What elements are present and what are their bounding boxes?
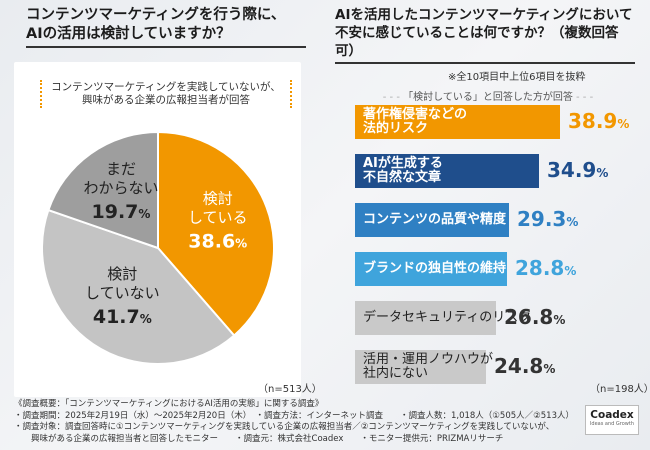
bar-5 bbox=[355, 350, 486, 384]
bar-row-5: 活用・運用ノウハウが 社内にない 24.8% bbox=[355, 350, 645, 384]
pie-value-1: 41.7% bbox=[93, 306, 152, 328]
pie-label-2-line2: わからない bbox=[83, 179, 158, 197]
bar-value-1: 34.9% bbox=[547, 158, 609, 182]
bar-label-3-line1: ブランドの独自性の維持 bbox=[363, 261, 507, 276]
right-sample-note: ※全10項目中上位6項目を抜粋 bbox=[448, 72, 586, 83]
pie-label-1-line2: していない bbox=[85, 284, 160, 302]
bar-label-0: 著作権侵害などの 法的リスク bbox=[363, 105, 467, 139]
bar-value-2: 29.3% bbox=[517, 207, 579, 231]
bar-value-4: 26.8% bbox=[504, 305, 566, 329]
logo-tagline: Ideas and Growth bbox=[589, 421, 635, 427]
bar-1 bbox=[355, 154, 539, 188]
footer-line2: ・調査期間：2025年2月19日（水）～2025年2月20日（木） ・調査方法：… bbox=[14, 410, 574, 421]
bar-4 bbox=[355, 301, 496, 335]
pie-slice-0 bbox=[157, 130, 275, 337]
survey-footer: 《調査概要：「コンテンツマーケティングにおけるAI活用の実態」に関する調査》 ・… bbox=[14, 399, 574, 445]
pie-slice-1 bbox=[41, 208, 236, 365]
bar-value-3: 28.8% bbox=[515, 256, 577, 280]
pie-slice-2 bbox=[47, 130, 159, 250]
left-chart-subtitle: コンテンツマーケティングを実践していないが、 興味がある企業の広報担当者が回答 bbox=[40, 80, 292, 108]
footer-line3: ・調査対象：調査回答時に①コンテンツマーケティングを実践している企業の広報担当者… bbox=[14, 422, 555, 432]
pie-label-2-line1: まだ bbox=[106, 160, 136, 178]
bar-label-1-line1: AIが生成する bbox=[363, 156, 443, 171]
bar-label-4: データセキュリティのリスク bbox=[363, 301, 531, 335]
bar-label-0-line1: 著作権侵害などの bbox=[363, 107, 468, 122]
bar-label-5: 活用・運用ノウハウが 社内にない bbox=[363, 350, 493, 384]
bar-label-1-line2: 不自然な文章 bbox=[363, 170, 442, 185]
pie-value-2: 19.7% bbox=[92, 201, 151, 223]
bar-2 bbox=[355, 203, 509, 237]
right-sample-size: （n=198人） bbox=[590, 384, 650, 395]
bar-label-1: AIが生成する 不自然な文章 bbox=[363, 154, 443, 188]
coadex-logo: Coadex Ideas and Growth bbox=[585, 405, 639, 435]
bar-row-0: 著作権侵害などの 法的リスク 38.9% bbox=[355, 105, 645, 139]
bar-label-3: ブランドの独自性の維持 bbox=[363, 252, 506, 286]
left-subtitle-line2: 興味がある企業の広報担当者が回答 bbox=[82, 94, 250, 106]
left-chart-title: コンテンツマーケティングを行う際に、 AIの活用は検討していますか？ bbox=[26, 6, 306, 48]
bar-row-3: ブランドの独自性の維持 28.8% bbox=[355, 252, 645, 286]
pie-label-0-line1: 検討 bbox=[203, 190, 233, 208]
left-subtitle-line1: コンテンツマーケティングを実践していないが、 bbox=[51, 81, 281, 93]
bar-value-0: 38.9% bbox=[568, 109, 630, 133]
pie-label-0-line2: している bbox=[188, 209, 248, 227]
left-title-line2: AIの活用は検討していますか？ bbox=[26, 26, 231, 42]
right-chart-title: AIを活用したコンテンツマーケティングにおいて 不安に感じていることは何ですか？… bbox=[335, 6, 635, 64]
bar-row-4: データセキュリティのリスク 26.8% bbox=[355, 301, 645, 335]
bar-0 bbox=[355, 105, 560, 139]
bar-label-4-line1: データセキュリティのリスク bbox=[363, 310, 532, 325]
logo-name: Coadex bbox=[590, 409, 634, 421]
footer-line4: 興味がある企業の広報担当者と回答したモニター ・調査元：株式会社Coadex ・… bbox=[14, 433, 504, 444]
right-title-line1: AIを活用したコンテンツマーケティングにおいて bbox=[335, 7, 633, 23]
bar-3 bbox=[355, 252, 507, 286]
bar-row-1: AIが生成する 不自然な文章 34.9% bbox=[355, 154, 645, 188]
footer-line1: 《調査概要：「コンテンツマーケティングにおけるAI活用の実態」に関する調査》 bbox=[14, 399, 324, 409]
left-title-line1: コンテンツマーケティングを行う際に、 bbox=[26, 7, 286, 23]
bar-label-5-line2: 社内にない bbox=[363, 366, 429, 381]
bar-label-5-line1: 活用・運用ノウハウが bbox=[363, 352, 494, 367]
pie-value-0: 38.6% bbox=[188, 231, 247, 253]
bar-value-5: 24.8% bbox=[494, 354, 556, 378]
right-title-line2: 不安に感じていることは何ですか？（複数回答可） bbox=[335, 25, 619, 59]
pie-label-1-line1: 検討 bbox=[107, 265, 137, 283]
bar-label-2-line1: コンテンツの品質や精度 bbox=[363, 212, 507, 227]
right-filter-note: 「検討している」と回答した方が回答 bbox=[358, 88, 618, 103]
bar-label-2: コンテンツの品質や精度 bbox=[363, 203, 506, 237]
bar-row-2: コンテンツの品質や精度 29.3% bbox=[355, 203, 645, 237]
bar-label-0-line2: 法的リスク bbox=[363, 121, 429, 136]
left-sample-size: （n=513人） bbox=[258, 384, 322, 395]
